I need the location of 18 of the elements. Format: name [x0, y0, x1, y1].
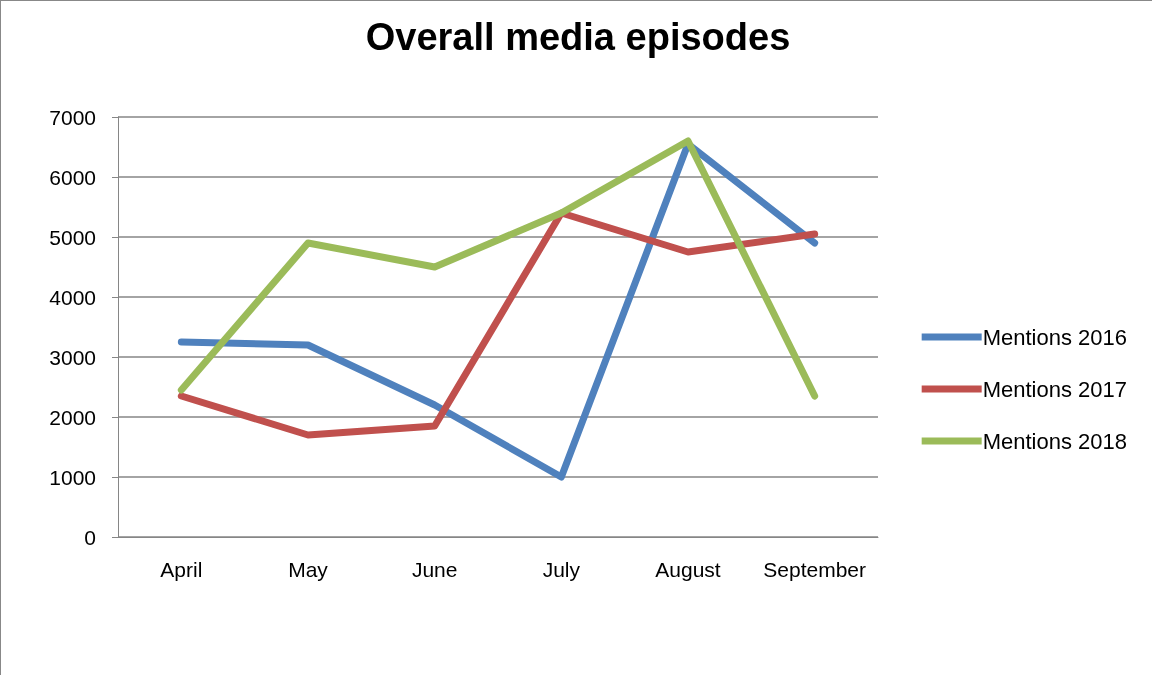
- chart-title: Overall media episodes: [365, 16, 791, 58]
- x-tick-label: September: [763, 558, 867, 581]
- x-tick-label: July: [542, 558, 581, 581]
- y-tick-label: 6000: [49, 165, 96, 189]
- y-tick-label: 7000: [49, 105, 96, 129]
- y-tick-label: 2000: [49, 405, 96, 429]
- x-tick-label: June: [411, 558, 458, 581]
- legend-label: Mentions 2017: [982, 376, 1128, 402]
- legend-label: Mentions 2016: [982, 324, 1128, 350]
- x-tick-label: August: [655, 558, 721, 581]
- y-tick-label: 1000: [49, 465, 96, 489]
- y-tick-label: 0: [84, 525, 96, 549]
- y-tick-label: 4000: [49, 285, 96, 309]
- y-tick-label: 3000: [49, 345, 96, 369]
- x-tick-label: April: [160, 558, 203, 581]
- legend-label: Mentions 2018: [982, 428, 1128, 454]
- x-tick-label: May: [288, 558, 329, 581]
- y-tick-label: 5000: [49, 225, 96, 249]
